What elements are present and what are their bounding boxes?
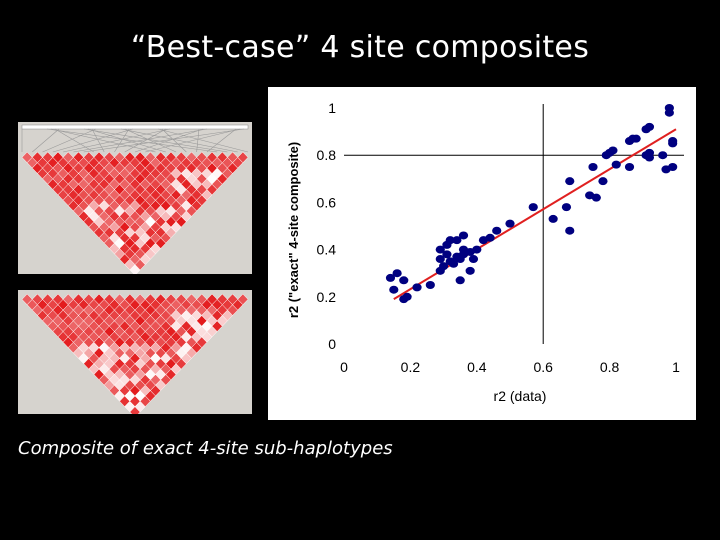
marker-connector xyxy=(206,128,237,153)
marker-connector xyxy=(120,128,238,153)
ld-heatmap-composite-graphic xyxy=(21,293,249,414)
data-point xyxy=(658,151,668,160)
data-point xyxy=(505,219,515,228)
data-point xyxy=(644,122,655,131)
data-point xyxy=(561,203,572,212)
marker-connector xyxy=(83,128,228,153)
data-points xyxy=(385,104,678,304)
marker-connector xyxy=(42,128,97,153)
data-point xyxy=(435,245,445,254)
data-point xyxy=(448,259,459,268)
ld-heatmap-composite xyxy=(18,290,252,414)
marker-connector xyxy=(63,128,171,153)
marker-connector xyxy=(196,128,200,153)
data-point xyxy=(439,262,449,271)
marker-connector xyxy=(83,128,245,153)
marker-connector xyxy=(73,128,208,153)
scatter-plot-svg: 0 0.2 0.4 0.6 0.8 1 0 0.2 0.4 0.6 0.8 1 r2 (data) r… xyxy=(286,100,684,404)
marker-connector xyxy=(114,128,130,153)
y-tick-label: 0 xyxy=(328,336,336,352)
x-tick-label: 0.4 xyxy=(467,359,487,375)
scatter-plot: 0 0.2 0.4 0.6 0.8 1 0 0.2 0.4 0.6 0.8 1 r2 (data) r… xyxy=(268,87,696,420)
data-point xyxy=(588,163,598,171)
marker-connector xyxy=(54,128,95,153)
ld-heatmap-data-graphic xyxy=(21,124,249,274)
y-tick-label: 0.2 xyxy=(317,289,337,305)
data-point xyxy=(412,283,422,292)
data-point xyxy=(565,226,575,235)
x-tick-label: 0.6 xyxy=(533,359,553,375)
data-point xyxy=(528,203,538,212)
x-tick-label: 0.2 xyxy=(401,359,421,375)
data-point xyxy=(392,269,402,278)
x-tick-label: 0 xyxy=(340,359,348,375)
data-point xyxy=(668,163,678,171)
data-point xyxy=(399,276,409,285)
marker-connector xyxy=(134,128,204,153)
data-point xyxy=(565,177,575,186)
data-point xyxy=(548,214,558,223)
data-point xyxy=(605,148,615,157)
x-tick-label: 0.8 xyxy=(600,359,620,375)
tick-labels: 0 0.2 0.4 0.6 0.8 1 0 0.2 0.4 0.6 0.8 1 xyxy=(317,100,681,375)
data-point xyxy=(624,163,635,171)
x-tick-label: 1 xyxy=(672,359,680,375)
marker-connector xyxy=(46,128,218,153)
x-axis-label: r2 (data) xyxy=(494,388,547,404)
data-point xyxy=(458,231,469,240)
data-point xyxy=(435,255,445,264)
y-tick-label: 1 xyxy=(328,100,336,116)
data-point xyxy=(402,292,412,301)
ld-cell xyxy=(237,151,249,164)
data-point xyxy=(492,226,502,235)
marker-connector xyxy=(91,128,105,153)
plot-axes xyxy=(344,104,684,344)
ld-cell xyxy=(237,293,249,306)
data-point xyxy=(389,285,399,294)
marker-connector xyxy=(87,128,166,153)
data-point xyxy=(425,281,435,289)
marker-connector xyxy=(124,128,167,153)
data-point xyxy=(442,250,452,259)
data-point xyxy=(468,255,479,264)
marker-connector xyxy=(50,128,156,153)
data-point xyxy=(668,137,678,146)
data-point xyxy=(472,245,482,254)
y-tick-label: 0.8 xyxy=(317,147,337,163)
data-point xyxy=(664,108,674,117)
marker-connector xyxy=(157,128,249,153)
y-tick-label: 0.6 xyxy=(317,194,337,210)
data-point xyxy=(611,160,621,169)
y-axis-label: r2 ("exact" 4-site composite) xyxy=(286,142,301,318)
marker-connector xyxy=(145,128,241,153)
data-point xyxy=(631,134,641,143)
marker-connector xyxy=(124,128,177,153)
data-point xyxy=(598,177,608,186)
slide-caption: Composite of exact 4-site sub-haplotypes xyxy=(18,438,393,459)
y-tick-label: 0.4 xyxy=(317,242,337,258)
data-point xyxy=(445,236,455,245)
data-point xyxy=(591,193,601,202)
marker-connector xyxy=(161,128,187,153)
data-point xyxy=(644,153,655,162)
marker-bar xyxy=(21,124,249,130)
ld-heatmap-data xyxy=(18,122,252,274)
data-point xyxy=(385,273,396,282)
data-point xyxy=(452,236,462,245)
data-point xyxy=(465,266,475,275)
data-point xyxy=(485,233,495,242)
marker-connector xyxy=(52,128,134,153)
slide-title: “Best-case” 4 site composites xyxy=(130,30,590,65)
data-point xyxy=(455,276,465,285)
marker-connector xyxy=(32,128,60,153)
